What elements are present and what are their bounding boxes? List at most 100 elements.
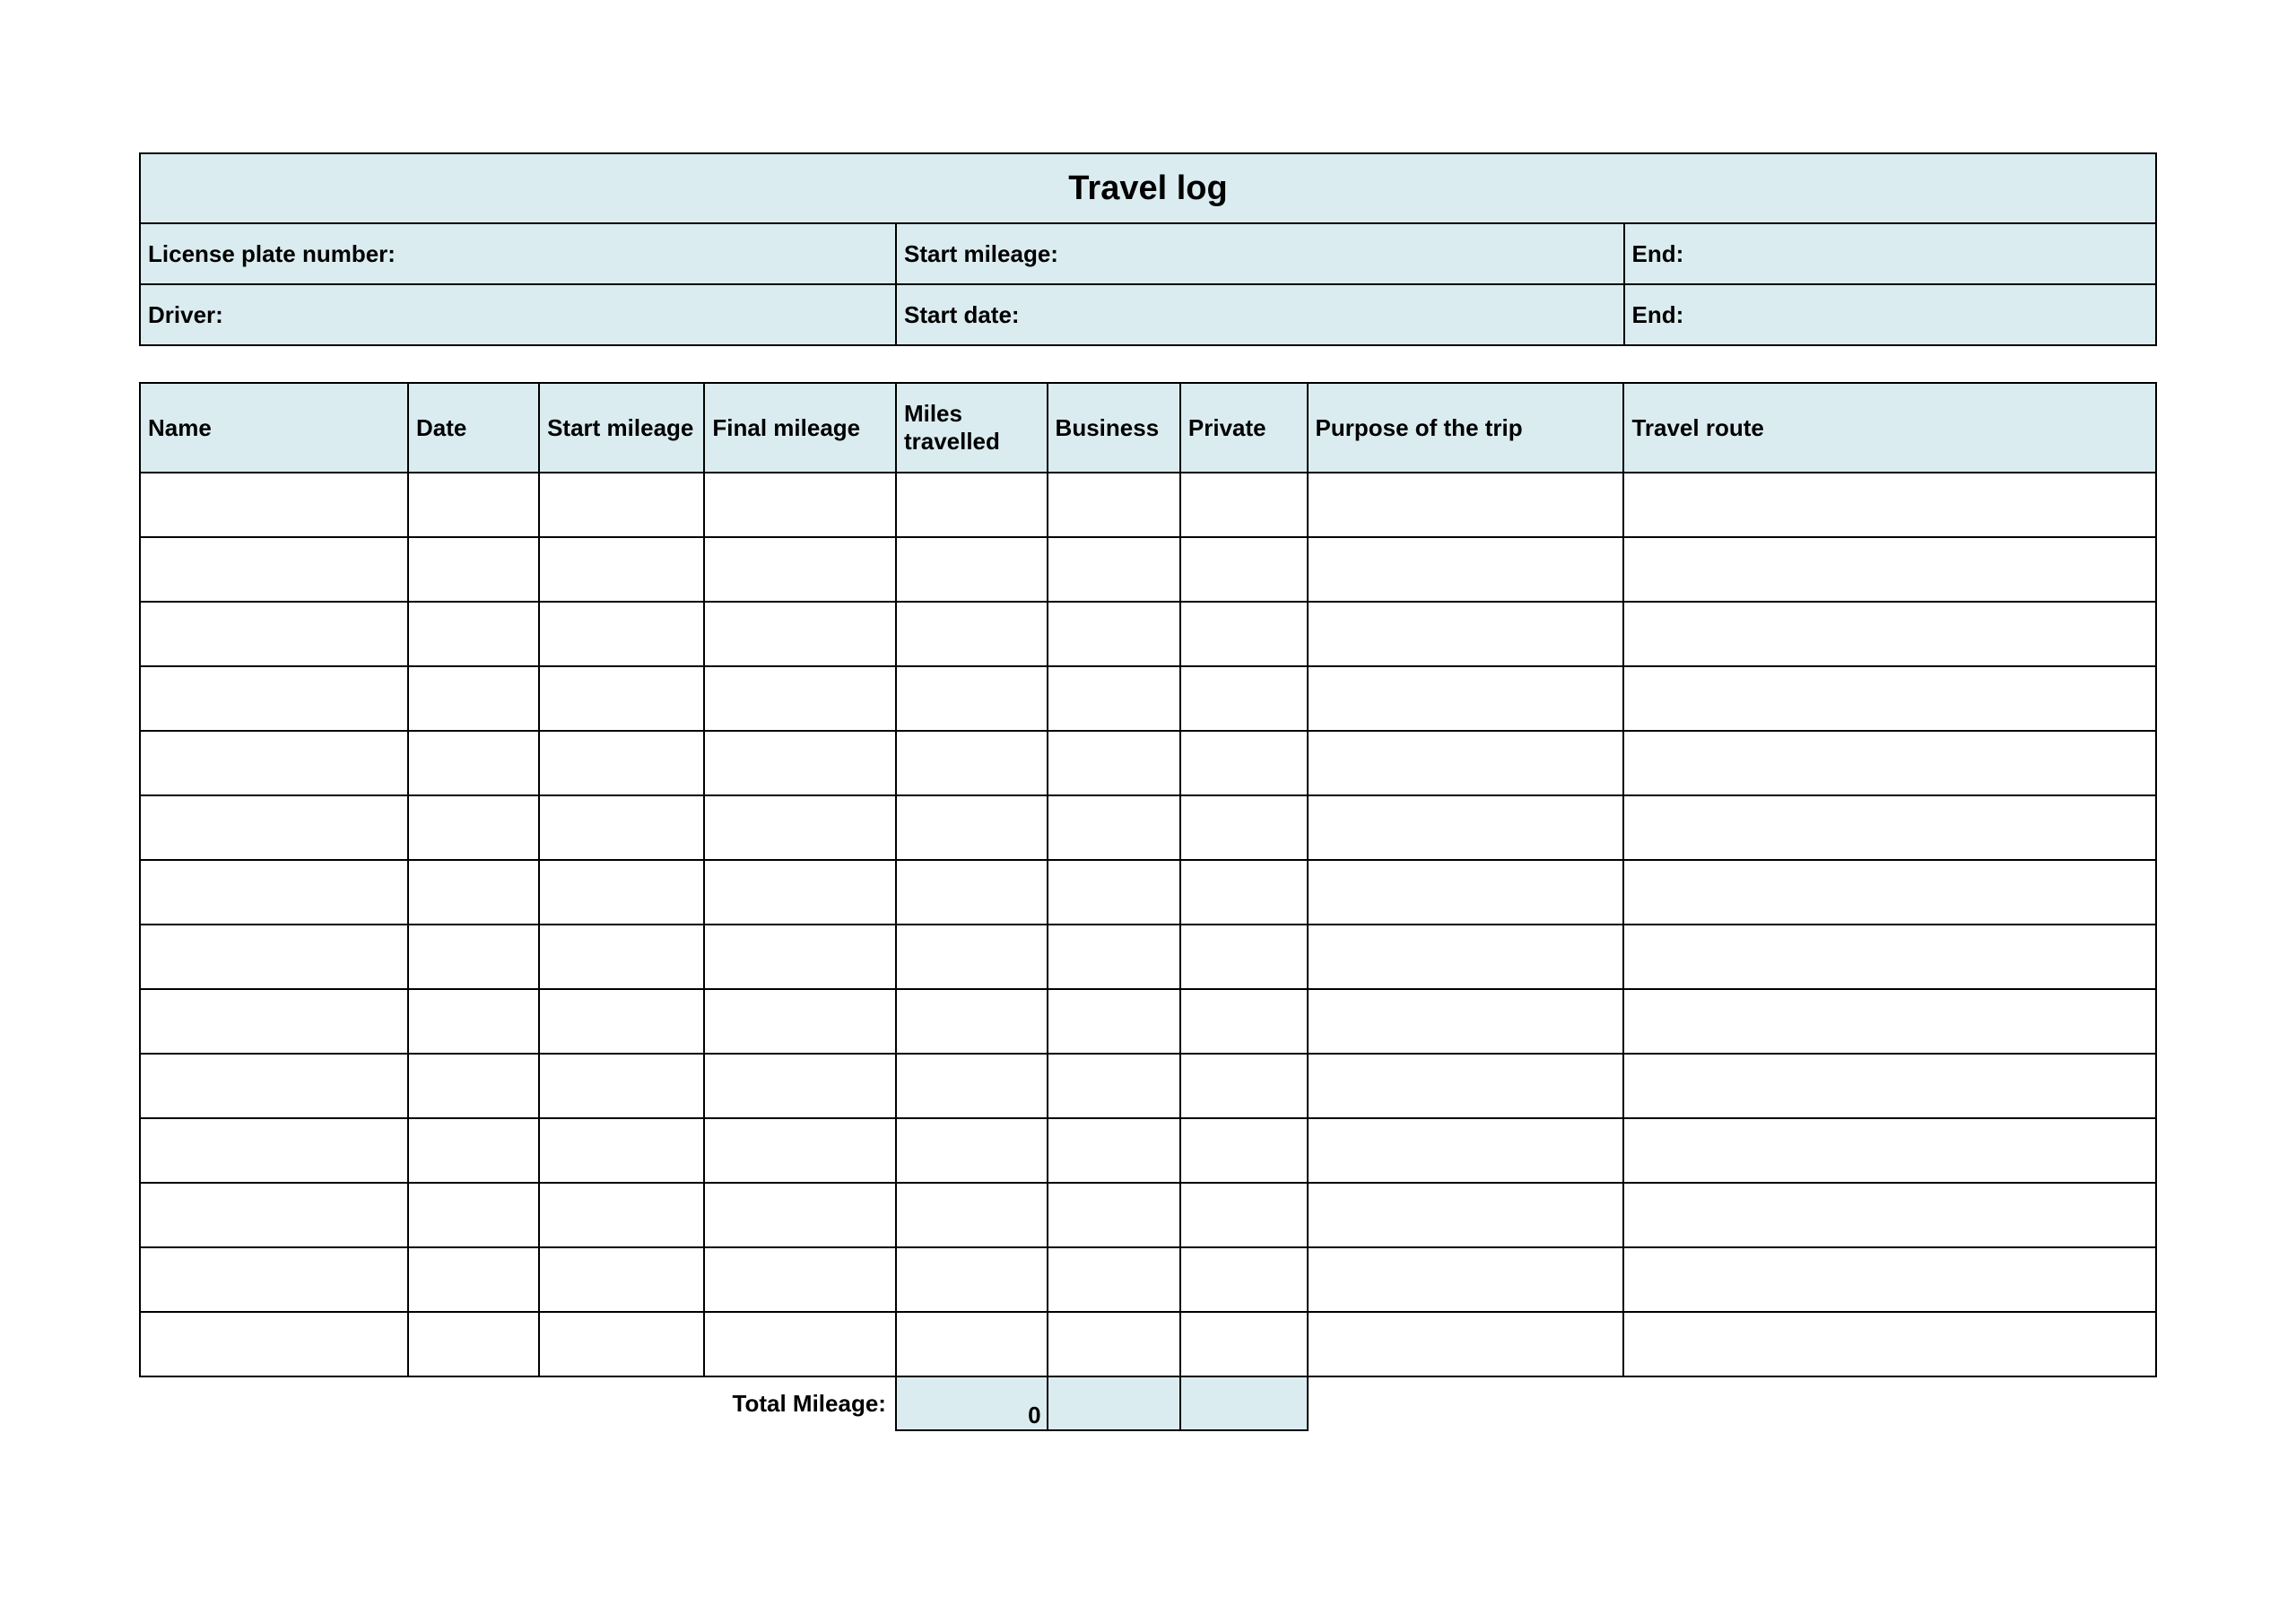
table-cell[interactable] xyxy=(140,537,408,602)
table-cell[interactable] xyxy=(140,1247,408,1312)
table-cell[interactable] xyxy=(539,1118,704,1183)
table-cell[interactable] xyxy=(1048,1054,1180,1118)
table-cell[interactable] xyxy=(140,473,408,537)
table-cell[interactable] xyxy=(1048,731,1180,795)
table-cell[interactable] xyxy=(140,731,408,795)
table-cell[interactable] xyxy=(140,666,408,731)
table-cell[interactable] xyxy=(1048,1312,1180,1376)
table-cell[interactable] xyxy=(896,1183,1048,1247)
table-cell[interactable] xyxy=(539,602,704,666)
table-cell[interactable] xyxy=(539,731,704,795)
table-cell[interactable] xyxy=(140,1118,408,1183)
table-cell[interactable] xyxy=(1308,537,1624,602)
table-cell[interactable] xyxy=(1180,1054,1308,1118)
table-cell[interactable] xyxy=(1623,1054,2156,1118)
table-cell[interactable] xyxy=(408,473,539,537)
table-cell[interactable] xyxy=(704,602,896,666)
table-cell[interactable] xyxy=(140,860,408,925)
table-cell[interactable] xyxy=(1180,731,1308,795)
table-cell[interactable] xyxy=(1180,666,1308,731)
table-cell[interactable] xyxy=(896,666,1048,731)
table-cell[interactable] xyxy=(1048,795,1180,860)
table-cell[interactable] xyxy=(1308,1312,1624,1376)
table-cell[interactable] xyxy=(896,731,1048,795)
table-cell[interactable] xyxy=(140,989,408,1054)
table-cell[interactable] xyxy=(1623,473,2156,537)
table-cell[interactable] xyxy=(1623,795,2156,860)
table-cell[interactable] xyxy=(539,860,704,925)
table-cell[interactable] xyxy=(1048,473,1180,537)
table-cell[interactable] xyxy=(408,1247,539,1312)
table-cell[interactable] xyxy=(1180,1247,1308,1312)
table-cell[interactable] xyxy=(539,795,704,860)
table-cell[interactable] xyxy=(1623,537,2156,602)
table-cell[interactable] xyxy=(1308,473,1624,537)
table-cell[interactable] xyxy=(539,1312,704,1376)
table-cell[interactable] xyxy=(408,925,539,989)
table-cell[interactable] xyxy=(1180,795,1308,860)
table-cell[interactable] xyxy=(140,1054,408,1118)
table-cell[interactable] xyxy=(140,1312,408,1376)
table-cell[interactable] xyxy=(1180,602,1308,666)
table-cell[interactable] xyxy=(408,602,539,666)
table-cell[interactable] xyxy=(704,473,896,537)
table-cell[interactable] xyxy=(1048,860,1180,925)
table-cell[interactable] xyxy=(1623,1312,2156,1376)
table-cell[interactable] xyxy=(1308,925,1624,989)
table-cell[interactable] xyxy=(1048,666,1180,731)
table-cell[interactable] xyxy=(1623,989,2156,1054)
table-cell[interactable] xyxy=(1048,1118,1180,1183)
table-cell[interactable] xyxy=(704,1312,896,1376)
table-cell[interactable] xyxy=(1180,537,1308,602)
table-cell[interactable] xyxy=(1180,1183,1308,1247)
table-cell[interactable] xyxy=(539,537,704,602)
table-cell[interactable] xyxy=(539,666,704,731)
table-cell[interactable] xyxy=(140,602,408,666)
table-cell[interactable] xyxy=(408,1118,539,1183)
table-cell[interactable] xyxy=(704,925,896,989)
table-cell[interactable] xyxy=(896,1054,1048,1118)
table-cell[interactable] xyxy=(1308,666,1624,731)
table-cell[interactable] xyxy=(408,666,539,731)
table-cell[interactable] xyxy=(1308,602,1624,666)
table-cell[interactable] xyxy=(896,1118,1048,1183)
table-cell[interactable] xyxy=(704,1054,896,1118)
table-cell[interactable] xyxy=(140,795,408,860)
table-cell[interactable] xyxy=(539,473,704,537)
table-cell[interactable] xyxy=(1048,602,1180,666)
table-cell[interactable] xyxy=(1623,666,2156,731)
table-cell[interactable] xyxy=(408,795,539,860)
table-cell[interactable] xyxy=(704,1183,896,1247)
table-cell[interactable] xyxy=(408,989,539,1054)
table-cell[interactable] xyxy=(408,731,539,795)
table-cell[interactable] xyxy=(1308,1118,1624,1183)
table-cell[interactable] xyxy=(1048,1183,1180,1247)
table-cell[interactable] xyxy=(1623,602,2156,666)
table-cell[interactable] xyxy=(1623,925,2156,989)
table-cell[interactable] xyxy=(1623,860,2156,925)
table-cell[interactable] xyxy=(704,731,896,795)
table-cell[interactable] xyxy=(896,473,1048,537)
table-cell[interactable] xyxy=(896,537,1048,602)
table-cell[interactable] xyxy=(1308,1054,1624,1118)
table-cell[interactable] xyxy=(896,860,1048,925)
table-cell[interactable] xyxy=(539,1247,704,1312)
table-cell[interactable] xyxy=(1048,989,1180,1054)
table-cell[interactable] xyxy=(140,1183,408,1247)
table-cell[interactable] xyxy=(408,537,539,602)
table-cell[interactable] xyxy=(1180,1312,1308,1376)
table-cell[interactable] xyxy=(539,1054,704,1118)
table-cell[interactable] xyxy=(1308,860,1624,925)
table-cell[interactable] xyxy=(1623,1183,2156,1247)
table-cell[interactable] xyxy=(896,1312,1048,1376)
table-cell[interactable] xyxy=(1180,860,1308,925)
table-cell[interactable] xyxy=(896,1247,1048,1312)
table-cell[interactable] xyxy=(140,925,408,989)
table-cell[interactable] xyxy=(896,989,1048,1054)
table-cell[interactable] xyxy=(1623,1118,2156,1183)
table-cell[interactable] xyxy=(704,860,896,925)
table-cell[interactable] xyxy=(408,1054,539,1118)
table-cell[interactable] xyxy=(1048,1247,1180,1312)
table-cell[interactable] xyxy=(1048,537,1180,602)
table-cell[interactable] xyxy=(1623,1247,2156,1312)
